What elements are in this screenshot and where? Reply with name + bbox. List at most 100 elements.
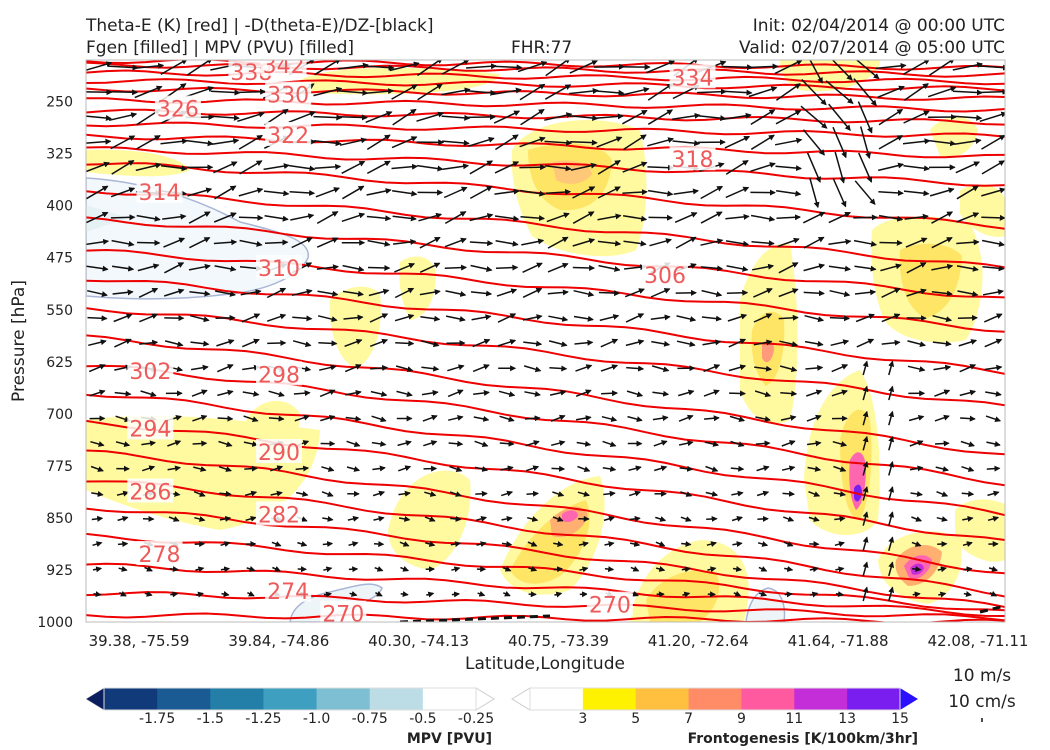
wind-vector (322, 515, 334, 522)
y-tick-label: 400 (46, 199, 73, 215)
wind-vector (521, 238, 545, 246)
theta-e-contour (86, 480, 1005, 598)
wind-vector (370, 390, 388, 397)
wind-vector (371, 415, 387, 423)
wind-vector (398, 515, 411, 522)
wind-vector (730, 465, 745, 472)
wind-vector (906, 288, 927, 297)
wind-vector (986, 441, 1001, 447)
wind-vector (881, 313, 901, 323)
wind-vector (215, 314, 236, 321)
wind-vector (343, 314, 364, 321)
y-tick-label: 625 (46, 355, 73, 371)
wind-vector (494, 161, 520, 174)
theta-e-contour (86, 279, 1005, 375)
wind-vector (578, 541, 589, 548)
wind-vector (110, 135, 136, 150)
wind-vector (111, 239, 135, 247)
wind-vector (833, 491, 847, 497)
wind-vector (216, 364, 234, 373)
wind-vector (978, 88, 1005, 95)
wind-vector (110, 214, 136, 221)
wind-vector (985, 390, 1002, 397)
wind-vector (881, 287, 901, 298)
wind-vector (604, 566, 615, 573)
wind-vector (906, 262, 927, 274)
wind-vector (703, 364, 721, 373)
wind-vector (700, 265, 724, 272)
colorbar-extend-arrow (900, 688, 918, 710)
wind-vector (755, 416, 771, 422)
theta-e-contour (86, 532, 1005, 612)
wind-vector (86, 61, 113, 71)
colorbar-swatch (847, 688, 901, 710)
wind-vector (189, 290, 211, 297)
wind-vector (466, 89, 497, 96)
theta-e-label-bg (255, 439, 302, 464)
wind-vector (731, 516, 743, 522)
theta-e-contour (86, 108, 1005, 126)
wind-vector (705, 491, 719, 497)
wind-vector (344, 364, 362, 373)
colorbar-tick-label: -0.5 (409, 711, 436, 727)
wind-vector (780, 415, 797, 421)
wind-vector (750, 134, 775, 150)
theta-e-label: 342 (263, 54, 305, 79)
wind-vector (888, 410, 895, 426)
fgen-region (399, 256, 436, 320)
wind-vector (86, 185, 109, 200)
wind-vector (190, 340, 210, 347)
mpv-colorbar: -1.75 -1.5 -1.25 -1.0 -0.75 -0.5 -0.25 (85, 687, 495, 727)
wind-vector (552, 516, 564, 522)
wind-vector (959, 364, 977, 373)
wind-vector (598, 290, 621, 297)
colorbar-swatch (530, 688, 584, 710)
colorbar-swatch (582, 688, 637, 710)
wind-vector (365, 111, 393, 123)
wind-vector (499, 440, 515, 447)
wind-vector (888, 486, 895, 501)
theta-e-label-bg (136, 178, 183, 203)
y-tick-label: 325 (46, 147, 73, 163)
fgen-region (329, 286, 381, 368)
wind-vector (395, 340, 415, 347)
wind-vector (702, 339, 722, 346)
wind-vector (551, 465, 566, 472)
wind-vector (544, 84, 572, 100)
wind-vector (902, 60, 931, 76)
wind-vector (598, 264, 621, 272)
wind-vector (757, 541, 769, 547)
wind-vector (117, 515, 129, 522)
wind-vector (853, 239, 878, 247)
wind-vector (549, 389, 567, 396)
wind-vector (952, 89, 983, 96)
wind-vector (398, 465, 412, 472)
wind-vector (450, 515, 462, 522)
wind-vector (835, 566, 845, 573)
wind-vector (115, 441, 131, 447)
wind-vector (700, 185, 724, 200)
colorbar-swatch (422, 688, 477, 710)
wind-vector (316, 264, 339, 271)
wind-vector (758, 590, 768, 597)
wind-vector (804, 340, 824, 347)
wind-vector (421, 389, 439, 396)
wind-vector (91, 515, 104, 522)
wind-vector (572, 264, 596, 271)
colorbar-swatch (794, 688, 848, 710)
wind-vector (368, 288, 390, 297)
wind-vector (161, 165, 188, 172)
colorbar-swatch (210, 688, 264, 710)
x-tick-label: 40.75, -73.39 (508, 632, 609, 650)
wind-vector (803, 290, 825, 297)
theta-e-label: 274 (267, 580, 309, 605)
wind-vector (86, 115, 112, 122)
wind-vector (723, 112, 752, 121)
wind-vector (86, 238, 110, 246)
wind-vector (394, 287, 415, 299)
wind-vector (862, 586, 869, 602)
wind-vector (775, 109, 802, 125)
wind-vector (855, 60, 880, 80)
wind-vector (600, 364, 619, 372)
wind-vector (622, 109, 648, 125)
